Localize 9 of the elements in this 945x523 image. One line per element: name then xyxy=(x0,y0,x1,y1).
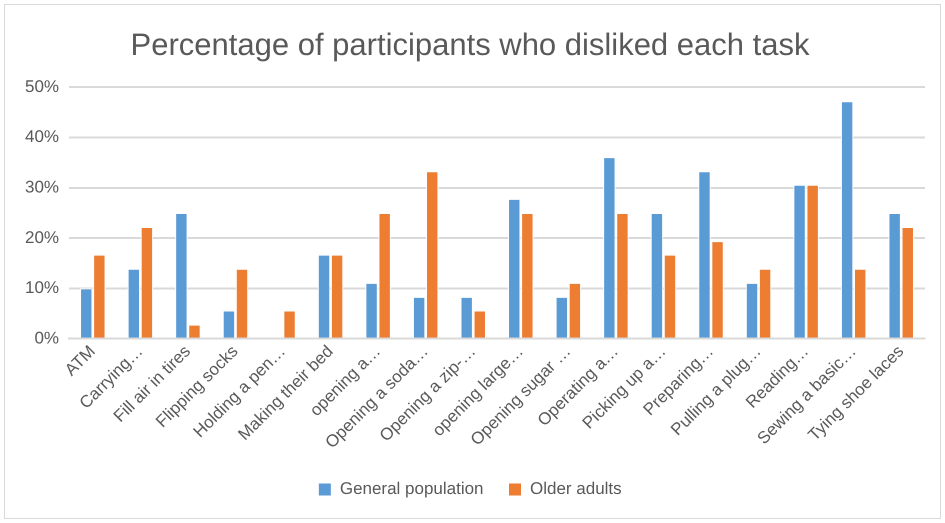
y-tick-label: 50% xyxy=(24,76,60,96)
y-tick-label: 30% xyxy=(24,177,60,196)
legend-label: Older adults xyxy=(530,479,622,498)
legend-label: General population xyxy=(340,479,484,498)
y-tick-label: 40% xyxy=(24,127,60,146)
y-tick-label: 20% xyxy=(24,228,60,247)
y-tick-label: 10% xyxy=(24,278,60,298)
y-tick-label: 0% xyxy=(34,328,60,348)
chart-title: Percentage of participants who disliked each task xyxy=(130,27,810,62)
